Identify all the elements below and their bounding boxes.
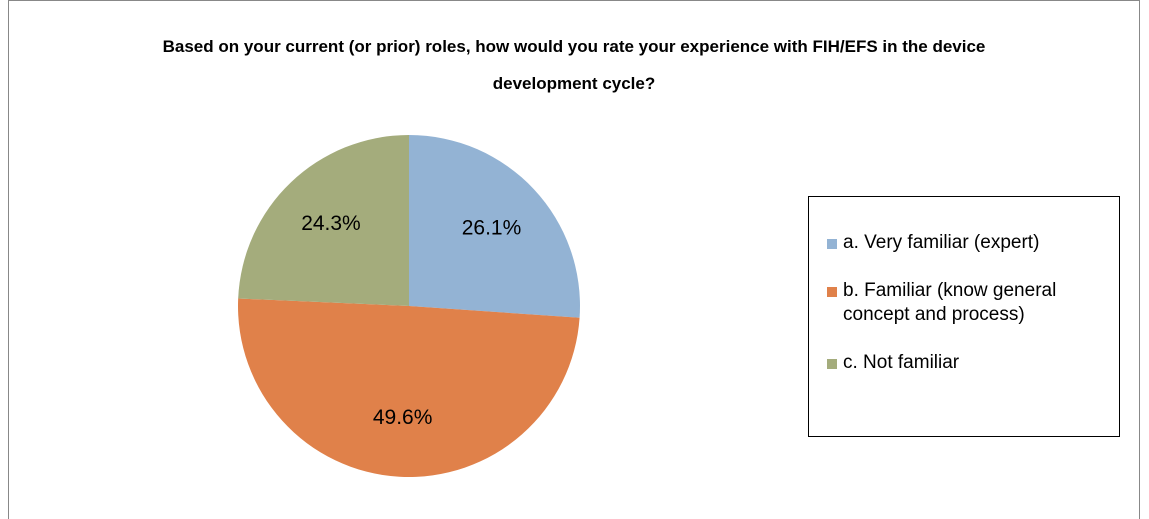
legend-swatch <box>827 239 837 249</box>
chart-title: Based on your current (or prior) roles, … <box>162 37 986 93</box>
legend-label: a. Very familiar (expert) <box>843 232 1040 253</box>
legend: a. Very familiar (expert) b. Familiar (kn… <box>808 196 1120 437</box>
title-box: Based on your current (or prior) roles, … <box>8 28 1140 102</box>
legend-swatch <box>827 359 837 369</box>
pie-slice <box>238 298 580 477</box>
legend-entry: c. Not familiar <box>827 351 1113 375</box>
legend-label: c. Not familiar <box>843 352 960 373</box>
legend-label: b. Familiar (know general concept and pr… <box>843 280 1057 325</box>
legend-entry: b. Familiar (know general concept and pr… <box>827 279 1113 327</box>
frame <box>8 0 1140 519</box>
data-label: 49.6% <box>373 406 433 429</box>
legend-entry: a. Very familiar (expert) <box>827 231 1113 255</box>
data-label: 26.1% <box>462 217 522 240</box>
legend-swatch <box>827 287 837 297</box>
pie-slice <box>409 135 580 318</box>
data-label: 24.3% <box>301 212 361 235</box>
pie-slice <box>238 135 409 306</box>
